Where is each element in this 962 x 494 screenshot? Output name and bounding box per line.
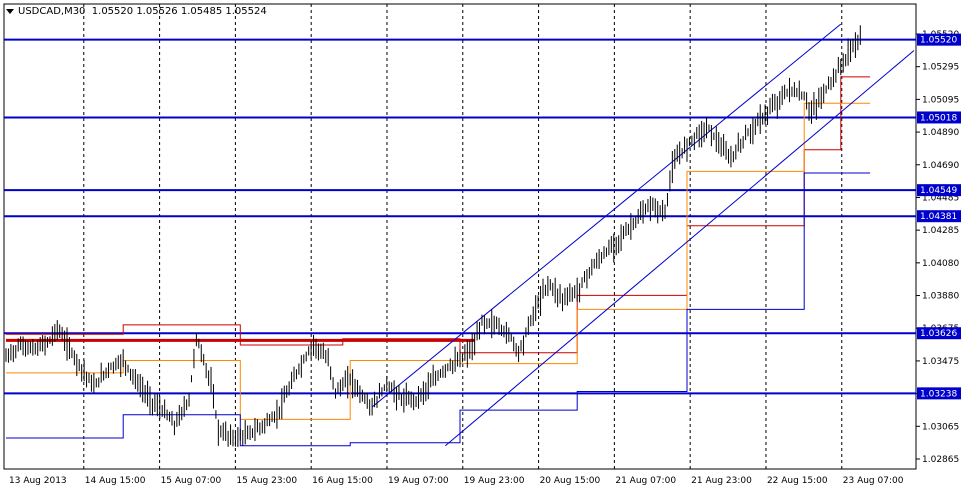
y-tick-label: 1.04485 xyxy=(922,193,959,203)
plot-frame xyxy=(3,3,917,470)
level-price-label: 1.05018 xyxy=(920,113,957,123)
y-tick-label: 1.02865 xyxy=(922,455,959,465)
level-price-tag xyxy=(917,327,961,340)
dropdown-triangle-icon[interactable] xyxy=(6,8,14,14)
x-tick-label: 23 Aug 07:00 xyxy=(843,476,904,486)
y-tick-label: 1.04285 xyxy=(922,226,959,236)
x-tick-label: 13 Aug 2013 xyxy=(9,476,67,486)
level-price-label: 1.05520 xyxy=(920,36,957,46)
level-price-label: 1.04549 xyxy=(920,186,957,196)
level-price-label: 1.04381 xyxy=(920,212,957,222)
y-tick-label: 1.04080 xyxy=(922,259,959,269)
level-price-tag xyxy=(917,210,961,223)
y-tick-label: 1.03475 xyxy=(922,357,959,367)
level-price-tag xyxy=(917,33,961,46)
x-tick-label: 22 Aug 15:00 xyxy=(767,476,828,486)
y-tick-label: 1.05295 xyxy=(922,63,959,73)
x-tick-label: 19 Aug 07:00 xyxy=(388,476,449,486)
y-tick-label: 1.03065 xyxy=(922,422,959,432)
x-tick-label: 14 Aug 15:00 xyxy=(85,476,146,486)
y-tick-label: 1.04690 xyxy=(922,161,959,171)
x-tick-label: 20 Aug 15:00 xyxy=(540,476,601,486)
trend-channel-line xyxy=(371,23,842,408)
x-tick-label: 15 Aug 07:00 xyxy=(161,476,222,486)
y-tick-label: 1.05095 xyxy=(922,95,959,105)
y-tick-label: 1.03880 xyxy=(922,292,959,302)
x-tick-label: 15 Aug 23:00 xyxy=(236,476,297,486)
level-price-tag xyxy=(917,387,961,400)
chart-title: USDCAD,M30 1.05520 1.05526 1.05485 1.055… xyxy=(6,6,267,17)
level-price-tag xyxy=(917,184,961,197)
trend-channel-line xyxy=(445,50,915,447)
x-tick-label: 21 Aug 07:00 xyxy=(615,476,676,486)
x-tick-label: 16 Aug 15:00 xyxy=(312,476,373,486)
level-price-label: 1.03626 xyxy=(920,329,957,339)
y-tick-label: 1.04890 xyxy=(922,128,959,138)
x-tick-label: 19 Aug 23:00 xyxy=(464,476,525,486)
ohlc-label: 1.05520 1.05526 1.05485 1.05524 xyxy=(91,6,267,17)
level-price-tag xyxy=(917,111,961,124)
level-price-label: 1.03238 xyxy=(920,389,957,399)
symbol-label: USDCAD,M30 xyxy=(18,6,86,17)
x-tick-label: 21 Aug 23:00 xyxy=(691,476,752,486)
